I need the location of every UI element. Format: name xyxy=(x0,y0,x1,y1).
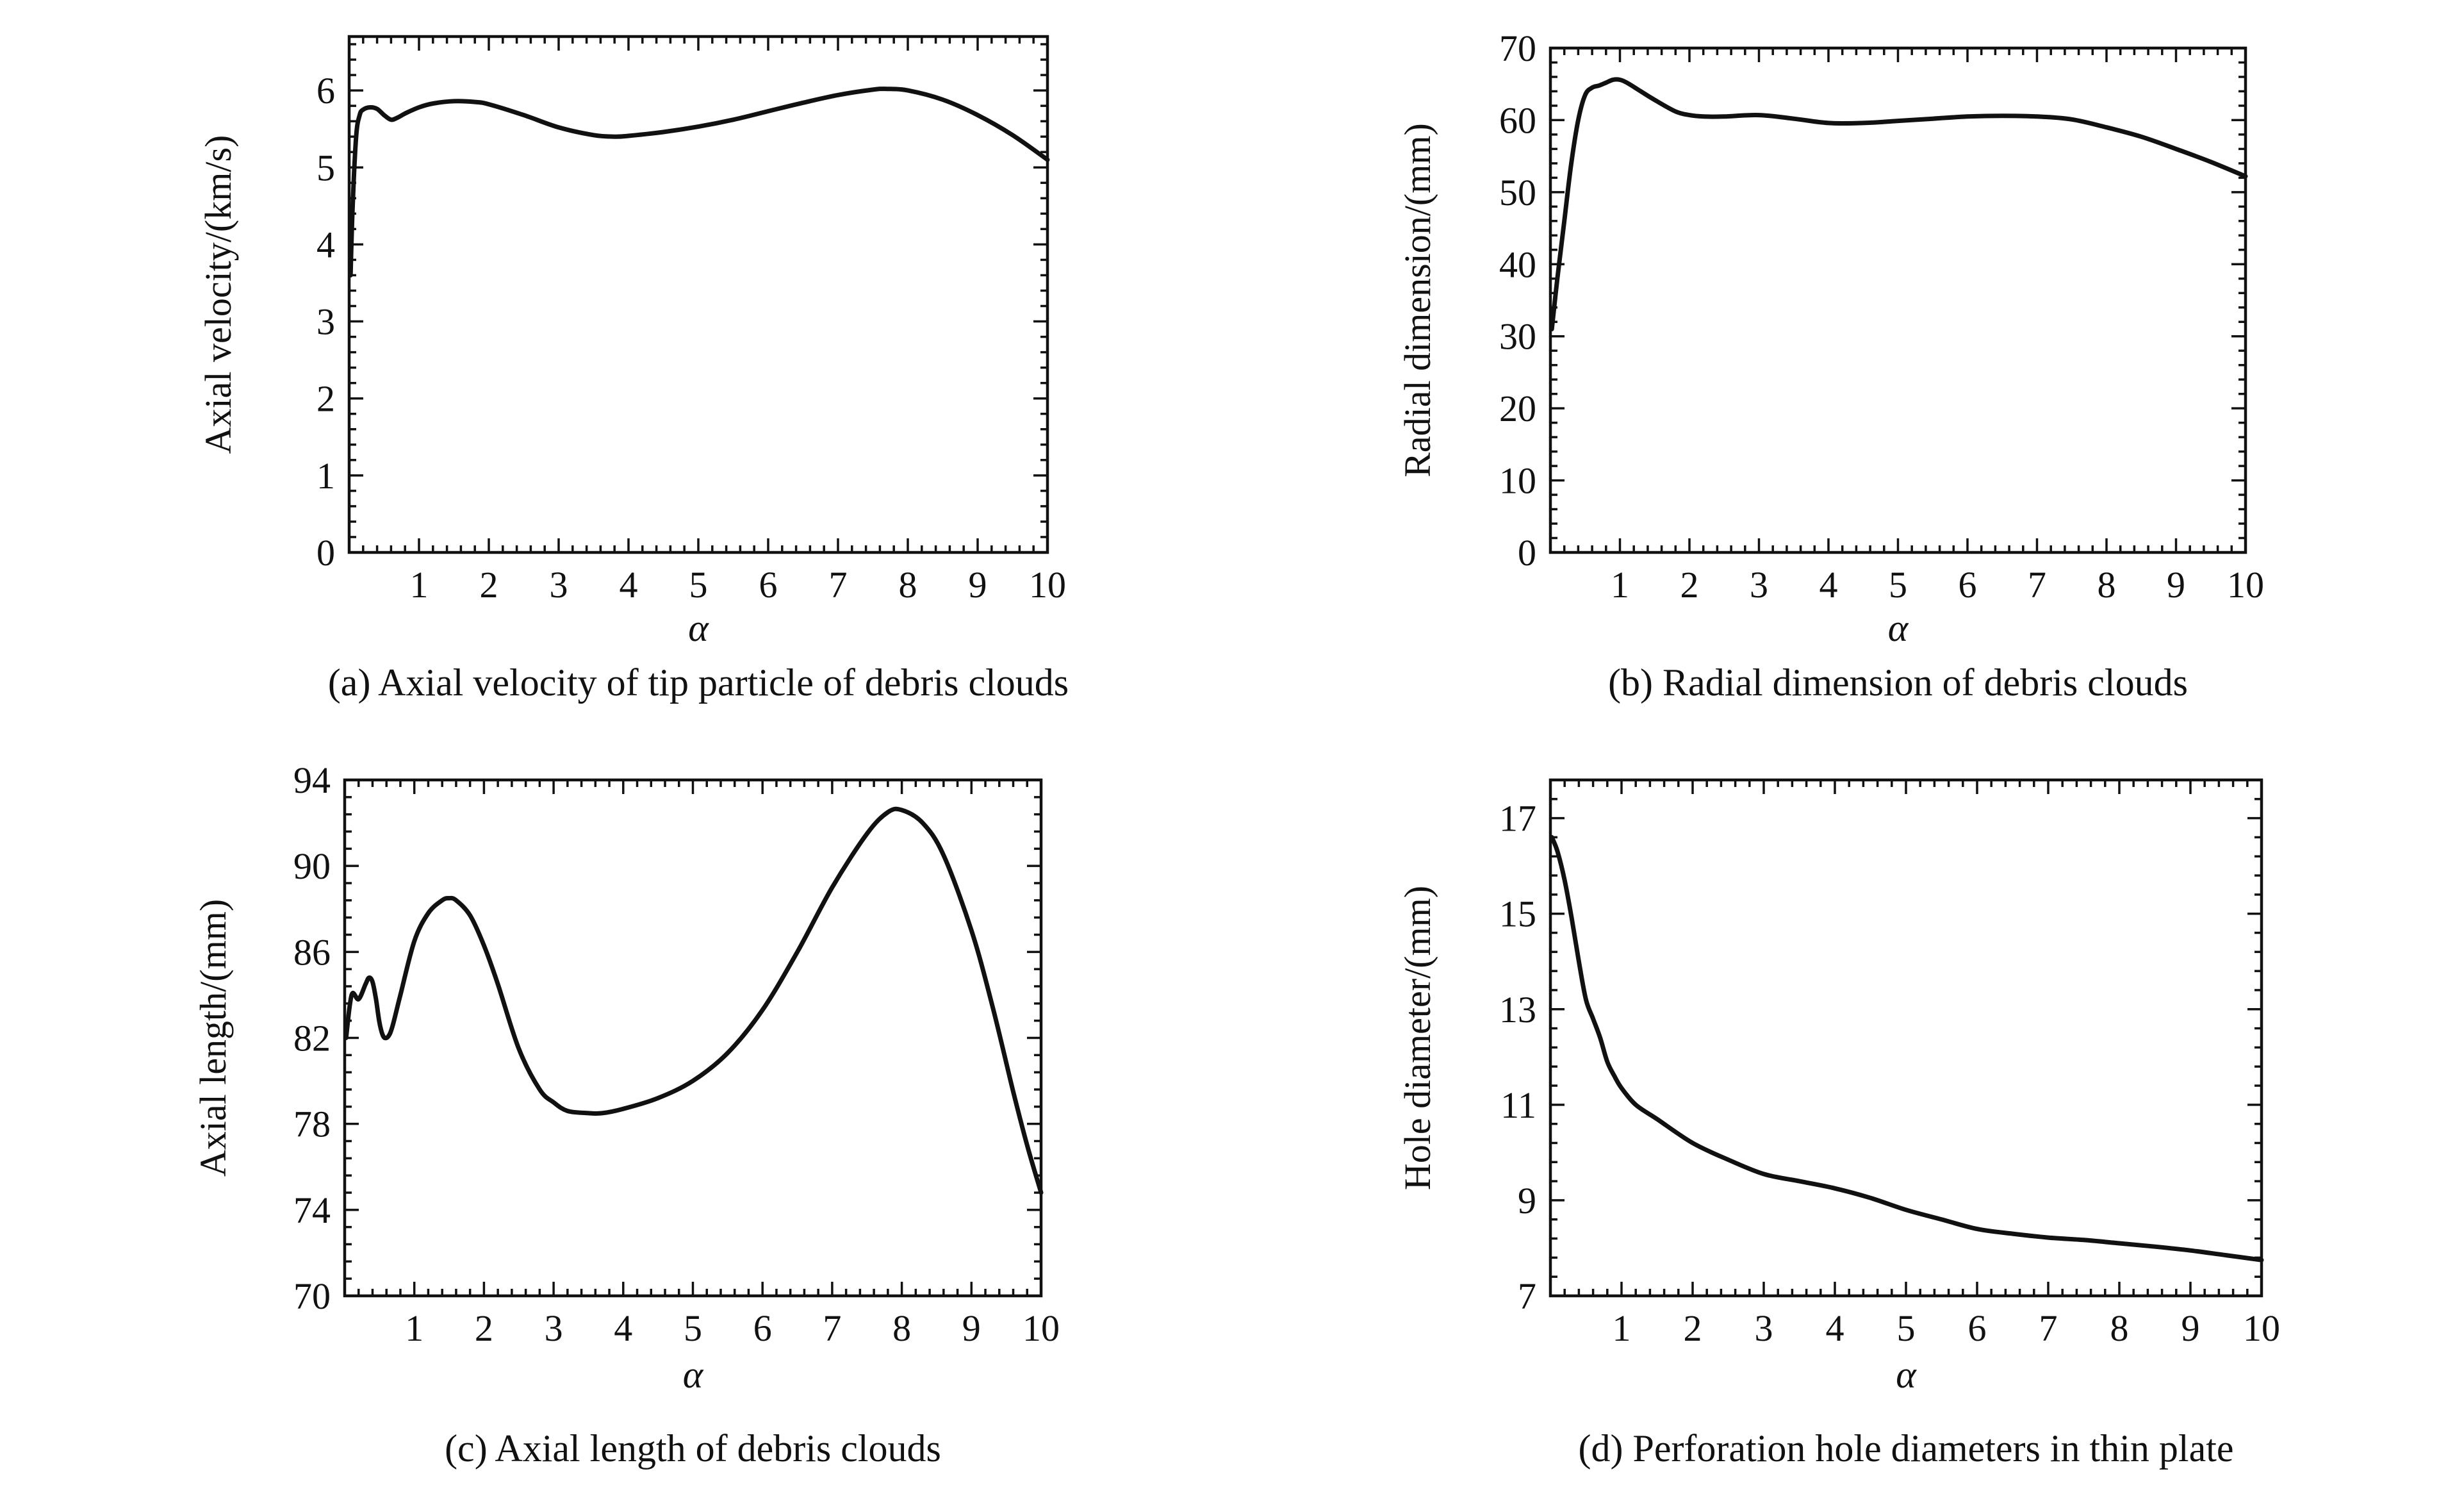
y-tick-label: 0 xyxy=(1518,532,1536,574)
y-axis-label: Hole diameter/(mm) xyxy=(1397,886,1438,1190)
x-tick-label: 8 xyxy=(892,1307,911,1349)
x-tick-label: 3 xyxy=(550,564,568,606)
y-tick-label: 13 xyxy=(1499,989,1536,1031)
chart-panel-4: 1 2 3 4 5 6 7 8 9 10 7 9 11 13 15 17 α Hole diameter/(mm)… xyxy=(1397,778,2280,1470)
x-tick-label: 8 xyxy=(899,564,917,606)
x-tick-label: 2 xyxy=(480,564,498,606)
x-tick-label: 9 xyxy=(969,564,987,606)
chart-caption: (a) Axial velocity of tip particle of de… xyxy=(328,661,1069,704)
x-tick-label: 10 xyxy=(1023,1307,1060,1349)
x-axis-label: α xyxy=(1896,1354,1917,1396)
x-tick-label: 6 xyxy=(759,564,778,606)
x-tick-label: 4 xyxy=(1819,564,1838,606)
y-tick-label: 2 xyxy=(316,378,335,420)
x-tick-label: 4 xyxy=(614,1307,632,1349)
y-tick-label: 94 xyxy=(293,759,331,801)
series-line xyxy=(1549,834,2264,1263)
plot-frame xyxy=(1548,46,2247,554)
y-tick-label: 1 xyxy=(316,455,335,497)
y-tick-label: 15 xyxy=(1499,893,1536,935)
y-axis-label: Axial velocity/(km/s) xyxy=(197,135,239,454)
chart-panel-2: 1 2 3 4 5 6 7 8 9 10 0 10 20 30 40 50 60 70 α Radial dimens… xyxy=(1397,28,2264,704)
x-tick-label: 4 xyxy=(1826,1307,1844,1349)
y-tick-label: 40 xyxy=(1499,244,1536,285)
x-tick-label: 3 xyxy=(545,1307,563,1349)
x-tick-label: 1 xyxy=(1613,1307,1631,1349)
plot-frame xyxy=(1548,778,2263,1298)
x-axis-label: α xyxy=(688,607,709,649)
x-tick-label: 10 xyxy=(2243,1307,2280,1349)
x-tick-label: 6 xyxy=(1959,564,1977,606)
y-tick-label: 7 xyxy=(1518,1275,1536,1317)
x-tick-label: 8 xyxy=(2110,1307,2129,1349)
chart-caption: (c) Axial length of debris clouds xyxy=(445,1427,941,1470)
y-tick-label: 78 xyxy=(293,1104,331,1145)
x-tick-label: 5 xyxy=(1889,564,1907,606)
series-line xyxy=(1549,77,2248,331)
x-tick-label: 6 xyxy=(1968,1307,1987,1349)
series-line xyxy=(343,806,1044,1195)
y-tick-label: 74 xyxy=(293,1189,331,1231)
y-tick-label: 5 xyxy=(316,147,335,188)
x-tick-label: 1 xyxy=(410,564,429,606)
plot-frame xyxy=(343,778,1043,1298)
y-tick-label: 3 xyxy=(316,301,335,343)
y-tick-label: 60 xyxy=(1499,99,1536,141)
x-tick-label: 3 xyxy=(1750,564,1768,606)
y-tick-label: 20 xyxy=(1499,388,1536,429)
x-tick-label: 7 xyxy=(823,1307,841,1349)
y-tick-label: 10 xyxy=(1499,460,1536,502)
x-axis-label: α xyxy=(683,1354,704,1396)
series-line xyxy=(348,87,1050,277)
y-tick-label: 86 xyxy=(293,931,331,973)
y-tick-label: 90 xyxy=(293,845,331,887)
y-tick-label: 17 xyxy=(1499,798,1536,840)
x-tick-label: 3 xyxy=(1755,1307,1773,1349)
x-tick-label: 5 xyxy=(689,564,708,606)
y-tick-label: 4 xyxy=(316,224,335,265)
x-tick-label: 9 xyxy=(2181,1307,2200,1349)
x-tick-label: 9 xyxy=(962,1307,981,1349)
x-tick-label: 7 xyxy=(2039,1307,2058,1349)
x-tick-label: 9 xyxy=(2167,564,2185,606)
y-tick-label: 6 xyxy=(316,70,335,112)
y-tick-label: 9 xyxy=(1518,1180,1536,1222)
x-tick-label: 2 xyxy=(1684,1307,1702,1349)
x-tick-label: 6 xyxy=(753,1307,772,1349)
x-tick-label: 4 xyxy=(620,564,638,606)
x-tick-label: 1 xyxy=(405,1307,423,1349)
x-tick-label: 2 xyxy=(1680,564,1699,606)
y-tick-label: 0 xyxy=(316,532,335,574)
x-tick-label: 10 xyxy=(2227,564,2264,606)
x-tick-label: 8 xyxy=(2098,564,2116,606)
y-axis-label: Axial length/(mm) xyxy=(192,899,234,1177)
y-tick-label: 11 xyxy=(1500,1084,1536,1126)
plot-frame xyxy=(347,35,1049,554)
x-tick-label: 10 xyxy=(1029,564,1066,606)
y-axis-label: Radial dimension/(mm) xyxy=(1397,123,1438,477)
y-tick-label: 70 xyxy=(1499,28,1536,69)
chart-panel-1: 1 2 3 4 5 6 7 8 9 10 0 1 2 3 4 5 6 α Axial velocity/(km/s)… xyxy=(197,35,1069,704)
x-tick-label: 1 xyxy=(1611,564,1629,606)
x-tick-label: 5 xyxy=(1897,1307,1916,1349)
chart-caption: (b) Radial dimension of debris clouds xyxy=(1608,661,2188,704)
y-tick-label: 82 xyxy=(293,1018,331,1059)
x-axis-label: α xyxy=(1888,607,1909,649)
x-tick-label: 7 xyxy=(829,564,848,606)
x-tick-label: 2 xyxy=(475,1307,493,1349)
x-tick-label: 5 xyxy=(684,1307,702,1349)
y-tick-label: 30 xyxy=(1499,316,1536,358)
y-tick-label: 70 xyxy=(293,1275,331,1317)
chart-caption: (d) Perforation hole diameters in thin p… xyxy=(1578,1427,2233,1470)
y-tick-label: 50 xyxy=(1499,172,1536,213)
x-tick-label: 7 xyxy=(2028,564,2046,606)
